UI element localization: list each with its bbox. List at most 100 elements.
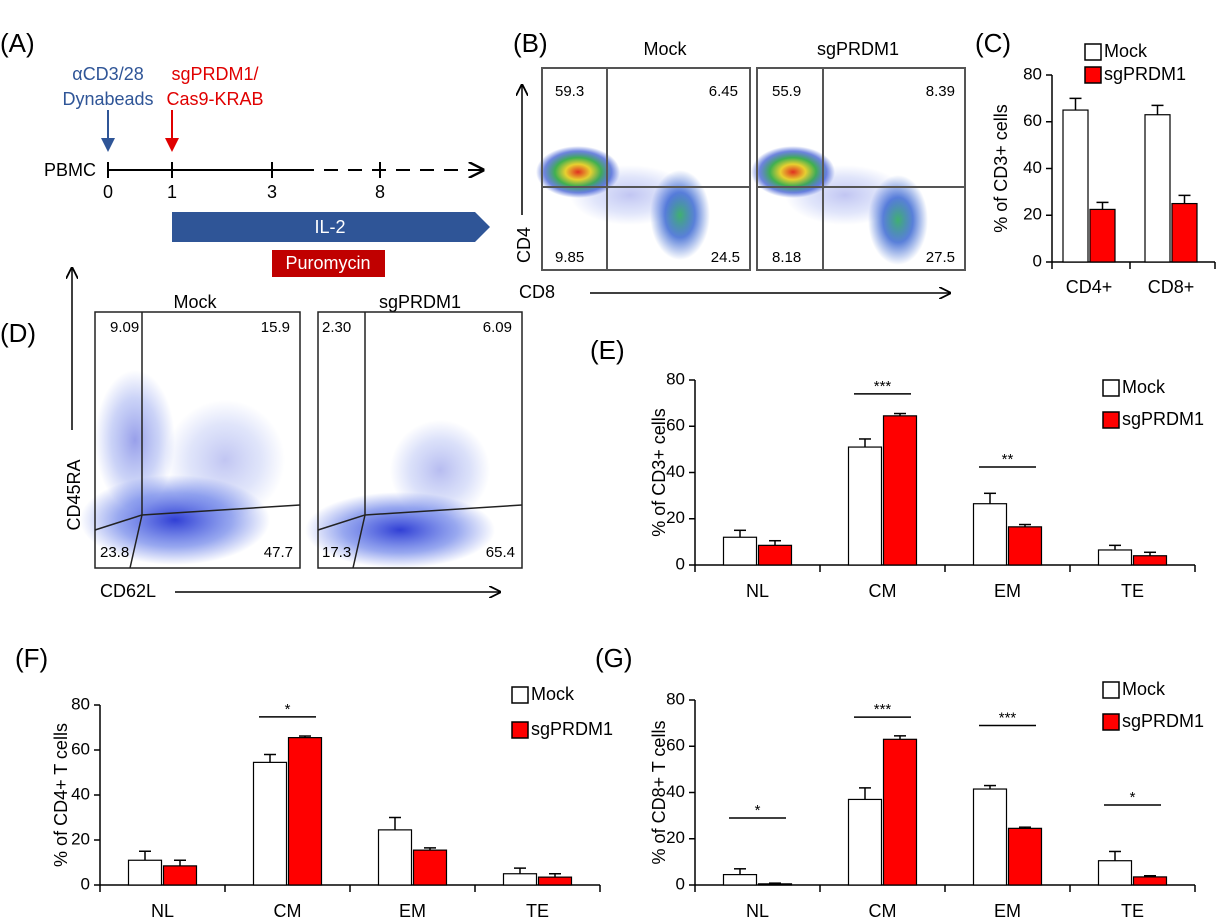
day-label: 1: [167, 182, 177, 202]
x-tick-label: TE: [1121, 901, 1144, 921]
timeline-start: PBMC: [44, 160, 96, 180]
y-tick-label: 60: [1023, 111, 1042, 130]
y-tick-label: 20: [71, 829, 90, 848]
panel-label: (F): [15, 643, 48, 673]
y-tick-label: 60: [71, 739, 90, 758]
bar: [1144, 114, 1171, 263]
legend-swatch: [511, 721, 529, 739]
legend-label: Mock: [1104, 41, 1148, 61]
axis-label: CD4: [514, 227, 534, 263]
plot-title: Mock: [643, 39, 687, 59]
bar: [882, 738, 918, 886]
y-axis-label: % of CD8+ T cells: [649, 721, 669, 865]
significance-label: ***: [874, 378, 892, 395]
x-tick-label: NL: [746, 581, 769, 601]
panel-d: (D) Mock sgPRDM1 9.09 15.9 23.8 47.7 2.3…: [0, 268, 523, 601]
x-tick-label: EM: [994, 901, 1021, 921]
y-tick-label: 20: [666, 828, 685, 847]
il2-arrow: [172, 212, 490, 242]
panel-b: (B) Mock sgPRDM1 59.3 6.45 9.85 24.5 55.…: [513, 28, 966, 302]
bar: [847, 446, 883, 566]
quadrant-value: 9.85: [555, 249, 584, 266]
panel-label: (E): [590, 335, 625, 365]
drug-label: Puromycin: [285, 253, 370, 273]
legend-swatch: [511, 686, 529, 704]
bar: [1007, 827, 1043, 886]
y-tick-label: 20: [666, 508, 685, 527]
y-axis-label: % of CD3+ cells: [649, 408, 669, 537]
legend-label: sgPRDM1: [531, 719, 613, 739]
y-tick-label: 40: [71, 784, 90, 803]
quadrant-value: 15.9: [261, 319, 290, 336]
bar: [757, 544, 793, 566]
quadrant-value: 24.5: [711, 249, 740, 266]
timeline-ticks: [107, 162, 381, 178]
bar: [1089, 208, 1116, 263]
arrow-head: [101, 138, 115, 152]
plot-title: sgPRDM1: [379, 292, 461, 312]
x-tick-label: EM: [399, 901, 426, 921]
quadrant-value: 2.30: [322, 319, 351, 336]
quadrant-value: 6.09: [483, 319, 512, 336]
drug-box: [272, 250, 385, 277]
quadrant-value: 6.45: [709, 83, 738, 100]
y-tick-label: 20: [1023, 205, 1042, 224]
axis-label: CD45RA: [64, 459, 84, 530]
stim-text: sgPRDM1/: [171, 64, 258, 84]
legend-swatch: [1102, 713, 1120, 731]
y-tick-label: 0: [676, 554, 685, 573]
plot-title: Mock: [173, 292, 217, 312]
stim-text: αCD3/28: [72, 64, 143, 84]
x-tick-label: CM: [274, 901, 302, 921]
panel-label: (C): [975, 28, 1011, 58]
bar: [502, 873, 538, 886]
quadrant-value: 8.39: [926, 83, 955, 100]
legend-label: sgPRDM1: [1104, 64, 1186, 84]
significance-label: *: [755, 802, 761, 819]
panel-label: (B): [513, 28, 548, 58]
x-tick-label: CM: [869, 901, 897, 921]
legend-swatch: [1084, 66, 1102, 84]
x-tick-label: TE: [1121, 581, 1144, 601]
x-tick-label: NL: [151, 901, 174, 921]
bar: [972, 788, 1008, 886]
bar: [412, 849, 448, 886]
gates: [541, 67, 966, 271]
y-tick-label: 60: [666, 736, 685, 755]
bar: [162, 865, 198, 886]
bar: [722, 536, 758, 566]
quadrant-value: 27.5: [926, 249, 955, 266]
y-tick-label: 0: [81, 874, 90, 893]
bar: [287, 737, 323, 886]
x-tick-label: EM: [994, 581, 1021, 601]
day-label: 0: [103, 182, 113, 202]
legend-swatch: [1084, 43, 1102, 61]
panel-label: (D): [0, 318, 36, 348]
bar: [1132, 555, 1168, 566]
x-tick-label: CM: [869, 581, 897, 601]
significance-label: ***: [874, 701, 892, 718]
legend-label: Mock: [1122, 679, 1166, 699]
panel-label: (G): [595, 643, 633, 673]
y-axis-label: % of CD4+ T cells: [51, 723, 71, 867]
y-tick-label: 80: [1023, 64, 1042, 83]
panel-a: (A) αCD3/28 Dynabeads sgPRDM1/ Cas9-KRAB…: [0, 28, 490, 277]
y-tick-label: 0: [676, 874, 685, 893]
y-tick-label: 80: [71, 694, 90, 713]
gates: [94, 311, 523, 569]
bar: [537, 876, 573, 886]
x-tick-label: CD8+: [1148, 277, 1195, 297]
bar: [1062, 109, 1089, 263]
significance-label: ***: [999, 709, 1017, 726]
arrow-head: [165, 138, 179, 152]
quadrant-value: 59.3: [555, 83, 584, 100]
density: [80, 370, 495, 568]
bar: [377, 829, 413, 886]
legend-swatch: [1102, 681, 1120, 699]
legend-swatch: [1102, 411, 1120, 429]
y-tick-label: 60: [666, 416, 685, 435]
quadrant-value: 23.8: [100, 544, 129, 561]
quadrant-value: 65.4: [486, 544, 515, 561]
axis-label: CD8: [519, 282, 555, 302]
x-tick-label: NL: [746, 901, 769, 921]
